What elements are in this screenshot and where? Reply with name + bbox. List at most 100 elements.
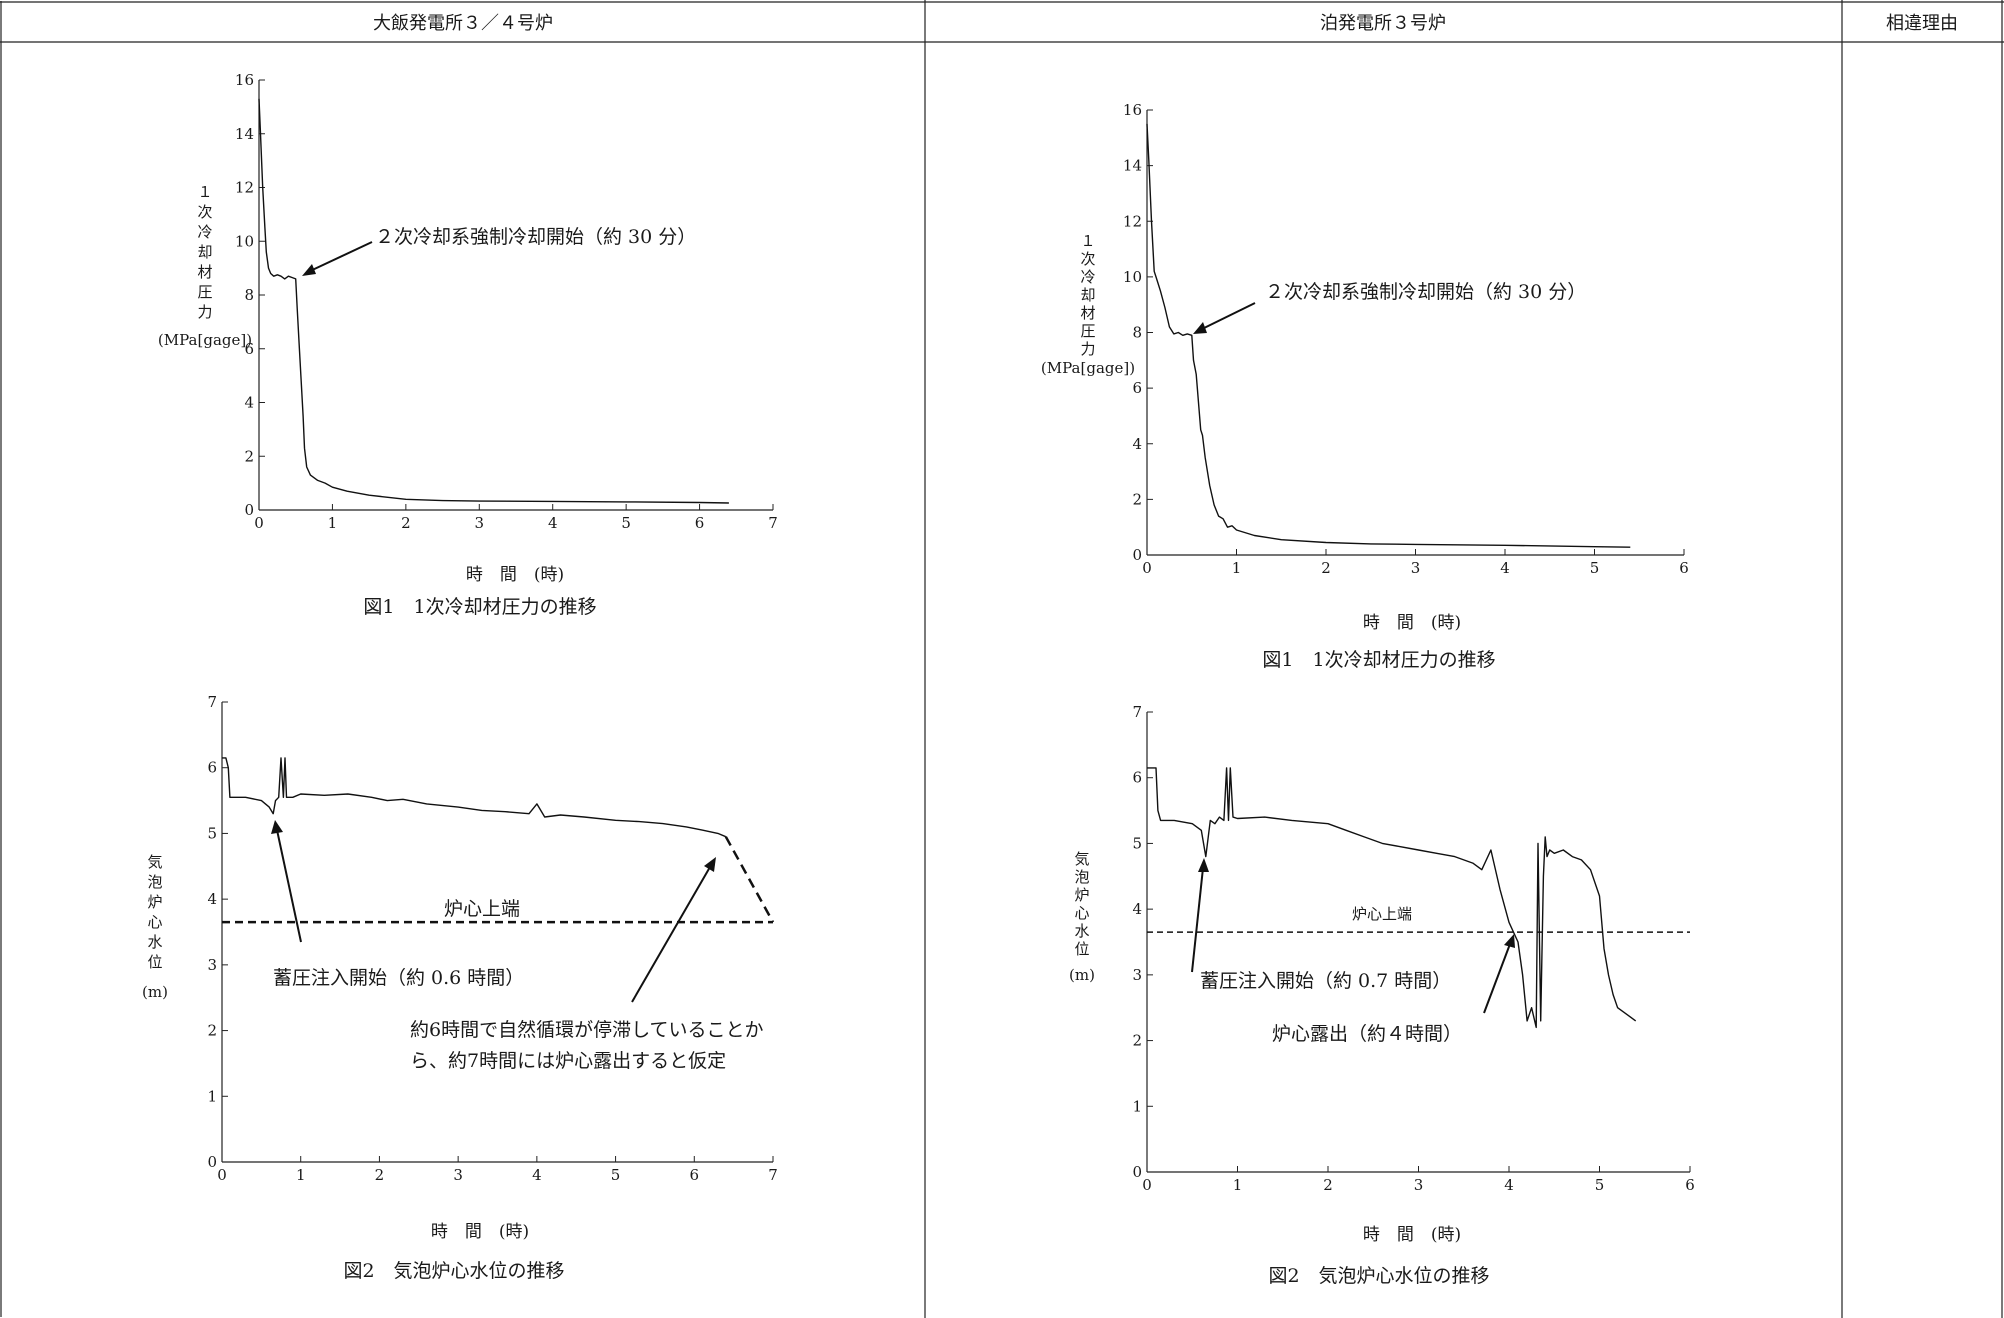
y-tick-label: 2 (1132, 1032, 1142, 1050)
y-axis-unit: (MPa[gage]) (1041, 359, 1135, 377)
y-axis-label-char: １ (197, 183, 212, 201)
x-tick-label: 1 (328, 514, 338, 532)
y-tick-label: 2 (207, 1022, 217, 1040)
y-axis-label-char: 気 (147, 853, 162, 871)
y-tick-label: 6 (1132, 379, 1142, 397)
y-axis-label-char: 泡 (1074, 868, 1089, 886)
x-tick-label: 2 (1323, 1176, 1333, 1194)
series-line (1147, 767, 1637, 1029)
y-tick-label: 16 (235, 71, 254, 89)
y-tick-label: 4 (244, 394, 254, 412)
x-tick-label: 1 (296, 1166, 306, 1184)
x-tick-label: 0 (1142, 559, 1152, 577)
y-tick-label: 16 (1123, 101, 1142, 119)
annotation-forced-cooling: ２次冷却系強制冷却開始（約 30 分） (375, 226, 696, 248)
chart-ohi-water-level: 0 1 2 3 4 5 6 7 0 1 2 3 4 5 6 7 気 泡 炉 心 水 位 (m) 時 間 (時)… (142, 693, 778, 1282)
y-tick-label: 5 (1132, 834, 1142, 852)
annotation-arrow (1191, 867, 1204, 973)
annotation-arrowhead (271, 820, 283, 834)
y-tick-label: 8 (1132, 324, 1142, 342)
figure-caption: 図2 気泡炉心水位の推移 (1268, 1265, 1489, 1287)
x-tick-label: 7 (768, 514, 778, 532)
x-tick-label: 4 (1504, 1176, 1514, 1194)
y-axis-label-char: 心 (1074, 904, 1089, 922)
y-axis-label-char: 冷 (197, 223, 212, 241)
annotation-arrowhead (1193, 322, 1207, 334)
reference-line-label: 炉心上端 (1352, 905, 1412, 923)
x-tick-label: 0 (1142, 1176, 1152, 1194)
y-axis-label-char: 却 (197, 243, 212, 261)
y-tick-label: 8 (244, 286, 254, 304)
y-axis-unit: (MPa[gage]) (158, 331, 252, 349)
y-tick-label: 10 (235, 232, 254, 250)
x-tick-label: 5 (1595, 1176, 1605, 1194)
y-axis-label-char: 炉 (147, 893, 162, 911)
y-tick-label: 0 (1132, 1163, 1142, 1181)
y-axis-label-char: 冷 (1080, 268, 1095, 286)
x-tick-label: 3 (1414, 1176, 1424, 1194)
y-axis-label-char: 圧 (1080, 322, 1095, 340)
y-axis-label-char: 炉 (1074, 886, 1089, 904)
header-tomari: 泊発電所３号炉 (1320, 13, 1446, 34)
x-tick-label: 5 (611, 1166, 621, 1184)
annotation-forced-cooling: ２次冷却系強制冷却開始（約 30 分） (1265, 281, 1586, 303)
y-tick-label: 3 (1132, 966, 1142, 984)
y-tick-label: 14 (235, 125, 254, 143)
y-axis-label-char: １ (1080, 232, 1095, 250)
y-tick-label: 12 (1123, 212, 1142, 230)
y-axis-label-char: 気 (1074, 850, 1089, 868)
y-tick-label: 1 (1132, 1097, 1142, 1115)
x-tick-label: 6 (1685, 1176, 1695, 1194)
annotation-arrowhead (1504, 934, 1515, 948)
x-tick-label: 1 (1232, 559, 1242, 577)
y-tick-label: 2 (244, 447, 254, 465)
y-axis-label-char: 次 (1080, 250, 1095, 268)
y-tick-label: 6 (207, 759, 217, 777)
y-tick-label: 14 (1123, 157, 1142, 175)
annotation-accumulator: 蓄圧注入開始（約 0.7 時間） (1200, 970, 1451, 992)
y-axis-label-char: 次 (197, 203, 212, 221)
y-axis-label-char: 力 (197, 303, 212, 321)
figure-caption: 図2 気泡炉心水位の推移 (343, 1260, 564, 1282)
annotation-core-uncovery: 炉心露出（約４時間） (1272, 1023, 1462, 1045)
annotation-arrow (1199, 302, 1256, 331)
x-tick-label: 3 (453, 1166, 463, 1184)
series-line (222, 757, 727, 838)
x-tick-label: 4 (1500, 559, 1510, 577)
y-axis-label-char: 心 (147, 913, 162, 931)
x-tick-label: 0 (254, 514, 264, 532)
y-tick-label: 6 (1132, 769, 1142, 787)
y-tick-label: 4 (1132, 435, 1142, 453)
plot-area: 0 1 2 3 4 5 6 0 1 2 3 4 5 6 7 (1132, 703, 1694, 1194)
y-tick-label: 10 (1123, 268, 1142, 286)
x-axis-label: 時 間 (時) (431, 1222, 529, 1242)
y-tick-label: 0 (244, 501, 254, 519)
x-tick-label: 2 (401, 514, 411, 532)
y-axis-label-char: 水 (1074, 922, 1089, 940)
x-tick-label: 4 (548, 514, 558, 532)
y-tick-label: 2 (1132, 490, 1142, 508)
x-axis-label: 時 間 (時) (1363, 613, 1461, 633)
y-axis-label-char: 圧 (197, 283, 212, 301)
annotation-assumption-line2: ら、約7時間には炉心露出すると仮定 (410, 1050, 726, 1072)
y-tick-label: 1 (207, 1087, 217, 1105)
y-axis-label-char: 却 (1080, 286, 1095, 304)
figure-caption: 図1 1次冷却材圧力の推移 (363, 596, 596, 618)
annotation-arrow (1483, 943, 1511, 1014)
x-tick-label: 5 (621, 514, 631, 532)
x-tick-label: 0 (217, 1166, 227, 1184)
y-tick-label: 6 (244, 340, 254, 358)
y-tick-label: 5 (207, 824, 217, 842)
plot-area: 0 1 2 3 4 5 6 7 0 1 2 3 4 5 6 7 (207, 693, 777, 1184)
series-line-assumed (724, 836, 775, 923)
x-tick-label: 7 (768, 1166, 778, 1184)
y-axis-label-char: 位 (147, 953, 162, 971)
y-axis-label-char: 泡 (147, 873, 162, 891)
x-tick-label: 6 (1679, 559, 1689, 577)
x-tick-label: 1 (1233, 1176, 1243, 1194)
